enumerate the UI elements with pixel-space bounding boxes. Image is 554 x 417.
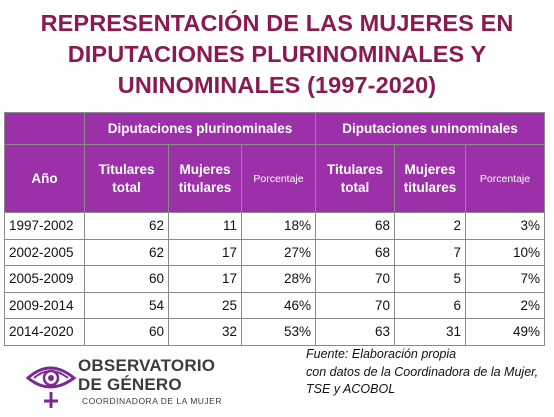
- table-row: 2009-2014 54 25 46% 70 6 2%: [4, 291, 545, 319]
- cell-titulares-uni: 68: [315, 212, 395, 240]
- logo-subtitle: COORDINADORA DE LA MUJER: [82, 396, 222, 406]
- source-line-2: con datos de la Coordinadora de la Mujer…: [306, 364, 539, 379]
- cell-mujeres-pluri: 25: [168, 291, 242, 319]
- logo-line-2: DE GÉNERO: [78, 375, 182, 394]
- table-row: 1997-2002 62 11 18% 68 2 3%: [4, 212, 545, 240]
- cell-titulares-uni: 70: [315, 291, 395, 319]
- data-table: Diputaciones plurinominales Diputaciones…: [4, 112, 545, 346]
- cell-titulares-pluri: 62: [84, 212, 169, 240]
- logo-line-1: OBSERVATORIO: [78, 356, 216, 375]
- cell-porcentaje-pluri: 28%: [241, 265, 316, 293]
- col-header-porcentaje-pluri: Porcentaje: [241, 144, 316, 213]
- cell-mujeres-pluri: 32: [168, 318, 242, 346]
- source-line-1: Fuente: Elaboración propia: [306, 347, 457, 361]
- cell-mujeres-pluri: 17: [168, 265, 242, 293]
- cell-mujeres-pluri: 17: [168, 238, 242, 266]
- cell-porcentaje-uni: 10%: [465, 238, 545, 266]
- row-year: 2009-2014: [4, 291, 85, 319]
- col-header-titulares-pluri: Titulares total: [84, 144, 169, 213]
- source-line-3: TSE y ACOBOL: [306, 382, 396, 396]
- group-header-plurinominales: Diputaciones plurinominales: [84, 112, 316, 145]
- table-row: 2002-2005 62 17 27% 68 7 10%: [4, 238, 545, 266]
- cell-porcentaje-pluri: 27%: [241, 238, 316, 266]
- cell-titulares-uni: 70: [315, 265, 395, 293]
- cell-porcentaje-pluri: 53%: [241, 318, 316, 346]
- cell-mujeres-uni: 6: [394, 291, 466, 319]
- cell-porcentaje-pluri: 46%: [241, 291, 316, 319]
- cell-titulares-pluri: 60: [84, 265, 169, 293]
- col-header-mujeres-pluri: Mujeres titulares: [168, 144, 242, 213]
- col-header-porcentaje-uni: Porcentaje: [465, 144, 545, 213]
- table-row: 2005-2009 60 17 28% 70 5 7%: [4, 265, 545, 293]
- row-year: 2002-2005: [4, 238, 85, 266]
- year-header: Año: [4, 144, 85, 213]
- cell-titulares-pluri: 60: [84, 318, 169, 346]
- source-note: Fuente: Elaboración propia con datos de …: [306, 346, 538, 399]
- cell-porcentaje-pluri: 18%: [241, 212, 316, 240]
- header-empty-cell: [4, 112, 85, 145]
- cell-titulares-uni: 63: [315, 318, 395, 346]
- cell-porcentaje-uni: 49%: [465, 318, 545, 346]
- cell-porcentaje-uni: 7%: [465, 265, 545, 293]
- cell-mujeres-uni: 5: [394, 265, 466, 293]
- cell-titulares-uni: 68: [315, 238, 395, 266]
- eye-venus-icon: [25, 366, 77, 408]
- row-year: 2005-2009: [4, 265, 85, 293]
- cell-mujeres-uni: 2: [394, 212, 466, 240]
- cell-porcentaje-uni: 3%: [465, 212, 545, 240]
- row-year: 1997-2002: [4, 212, 85, 240]
- observatorio-logo: OBSERVATORIO DE GÉNERO COORDINADORA DE L…: [24, 354, 274, 412]
- page-title: REPRESENTACIÓN DE LAS MUJERES EN DIPUTAC…: [40, 10, 514, 98]
- group-header-uninominales: Diputaciones uninominales: [315, 112, 545, 145]
- cell-mujeres-uni: 31: [394, 318, 466, 346]
- cell-titulares-pluri: 62: [84, 238, 169, 266]
- cell-titulares-pluri: 54: [84, 291, 169, 319]
- row-year: 2014-2020: [4, 318, 85, 346]
- cell-porcentaje-uni: 2%: [465, 291, 545, 319]
- table-row: 2014-2020 60 32 53% 63 31 49%: [4, 318, 545, 346]
- cell-mujeres-uni: 7: [394, 238, 466, 266]
- col-header-titulares-uni: Titulares total: [315, 144, 395, 213]
- col-header-mujeres-uni: Mujeres titulares: [394, 144, 466, 213]
- cell-mujeres-pluri: 11: [168, 212, 242, 240]
